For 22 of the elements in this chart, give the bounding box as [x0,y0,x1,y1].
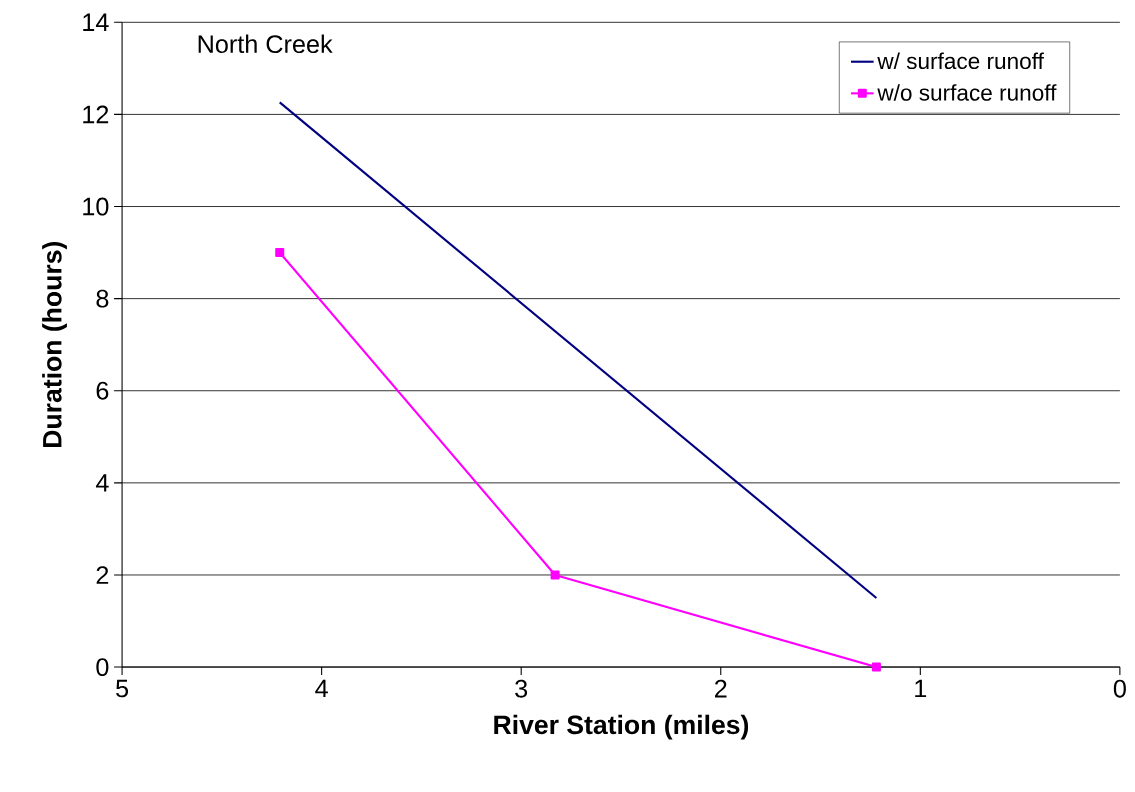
x-tick-label: 0 [1113,679,1126,698]
x-tick-label: 3 [515,679,528,698]
y-tick-label: 4 [95,474,109,492]
legend-label: w/ surface runoff [877,52,1044,70]
y-tick-label: 6 [96,381,109,400]
y-tick-label: 0 [96,658,109,677]
point [871,662,881,672]
y-axis-title: Duration (hours) [42,242,67,448]
point [550,570,560,580]
point [275,248,285,258]
y-tick-label: 12 [83,105,109,124]
x-tick-label: 5 [116,679,129,698]
x-tick-label: 1 [915,679,927,698]
x-axis-title: River Station (miles) [494,714,749,740]
x-tick-label: 2 [715,679,727,698]
x-tick-label: 4 [315,679,328,698]
y-tick-label: 10 [83,197,109,216]
annotation: North Creek [198,34,333,54]
y-tick-label: 8 [96,289,109,308]
y-tick-label: 14 [83,13,109,32]
legend-label: w/o surface runoff [877,84,1057,101]
y-tick-label: 2 [96,566,109,584]
